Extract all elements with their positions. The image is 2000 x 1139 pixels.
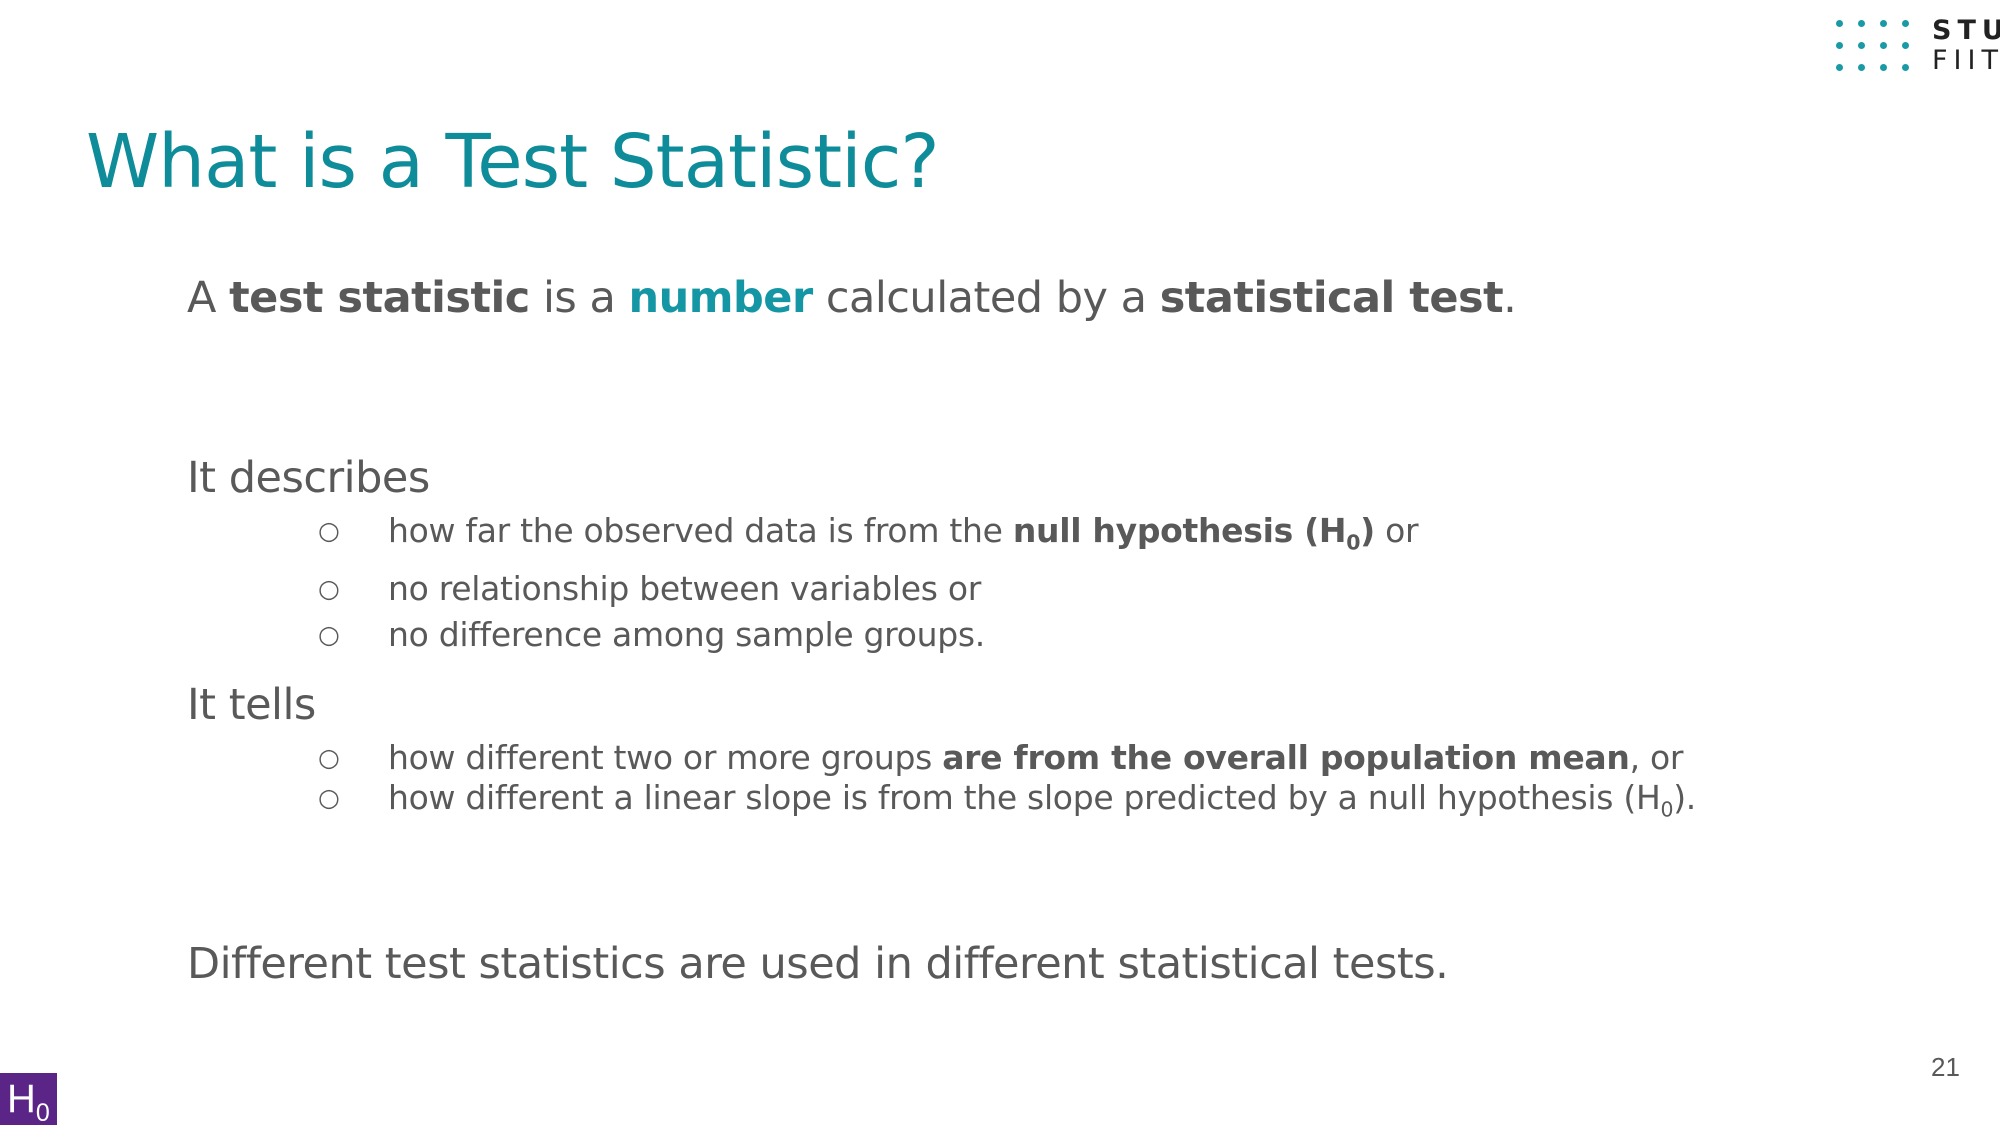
item-bold-text: null hypothesis (H — [1012, 511, 1347, 550]
describes-list: how far the observed data is from the nu… — [318, 508, 1419, 658]
stu-fiit-logo: STU FIIT — [1836, 16, 2000, 78]
h0-badge: H0 — [0, 1073, 57, 1127]
list-item: no difference among sample groups. — [318, 612, 1418, 658]
lead-text-2: is a — [529, 273, 629, 323]
lead-bold-number: number — [628, 273, 814, 323]
logo-line-1: STU — [1932, 15, 2000, 46]
list-item: how far the observed data is from the nu… — [318, 508, 1419, 566]
item-bold: null hypothesis (H0) — [1012, 511, 1375, 555]
closing-statement: Different test statistics are used in di… — [187, 939, 1449, 989]
item-text-end: ). — [1673, 778, 1696, 817]
lead-text-3: calculated by a — [812, 273, 1160, 323]
subscript: 0 — [1346, 530, 1361, 555]
page-number: 21 — [1931, 1052, 1960, 1082]
lead-bold-statistical-test: statistical test — [1159, 273, 1504, 323]
badge-sub: 0 — [35, 1099, 50, 1127]
item-text-end: , or — [1629, 738, 1684, 777]
definition-sentence: A test statistic is a number calculated … — [187, 270, 1517, 326]
tells-heading: It tells — [187, 680, 316, 730]
list-item: how different two or more groups are fro… — [318, 738, 1696, 778]
tells-list: how different two or more groups are fro… — [318, 738, 1696, 830]
item-text-end: or — [1374, 511, 1419, 550]
logo-dots-icon — [1836, 20, 1910, 74]
badge-main: H — [7, 1077, 36, 1121]
subscript: 0 — [1660, 797, 1674, 822]
lead-text-1: A — [187, 273, 230, 323]
item-bold-end: ) — [1360, 511, 1375, 550]
item-text: how different a linear slope is from the… — [388, 778, 1661, 817]
logo-line-2: FIIT — [1932, 45, 2000, 76]
item-text: how different two or more groups — [388, 738, 943, 777]
lead-bold-test-statistic: test statistic — [229, 273, 530, 323]
list-item: how different a linear slope is from the… — [318, 778, 1696, 830]
slide-title: What is a Test Statistic? — [86, 119, 940, 205]
list-item: no relationship between variables or — [318, 566, 1418, 612]
describes-heading: It describes — [187, 453, 430, 503]
item-bold: are from the overall population mean — [942, 738, 1630, 777]
logo-text: STU FIIT — [1932, 16, 2000, 76]
item-text: how far the observed data is from the — [388, 511, 1013, 550]
lead-text-4: . — [1503, 273, 1517, 323]
